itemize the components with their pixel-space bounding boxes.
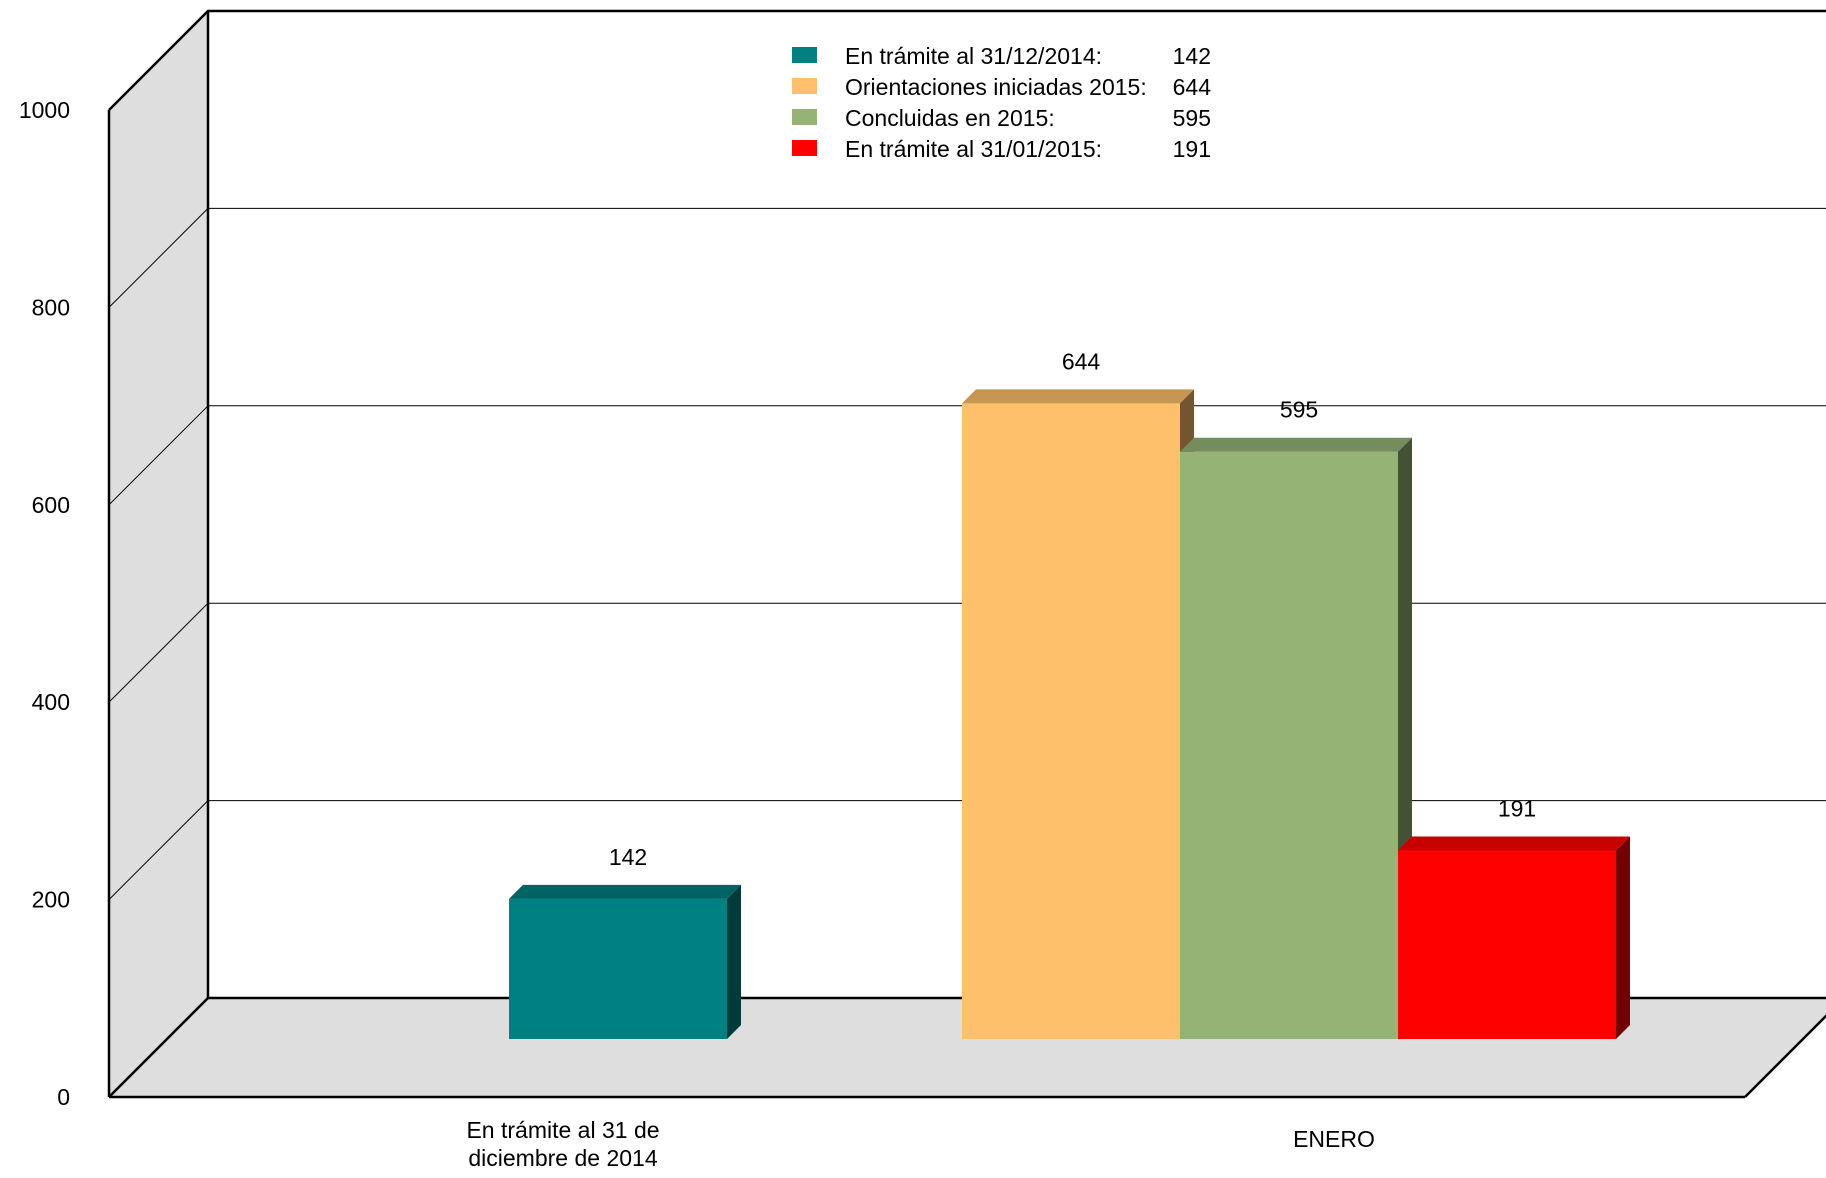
legend-swatch: [792, 47, 817, 63]
side-gridline: [108, 208, 209, 308]
legend-label: En trámite al 31/01/2015:: [845, 136, 1102, 162]
bar-top: [1180, 437, 1412, 452]
legend-swatch: [792, 109, 817, 125]
bar-value-label: 142: [609, 844, 647, 870]
bar-side: [727, 884, 741, 1039]
legend-value: 595: [1173, 105, 1211, 131]
bar[interactable]: [962, 403, 1180, 1039]
y-tick-label: 0: [57, 1084, 70, 1110]
bar-top: [1398, 836, 1630, 851]
y-tick-label: 400: [32, 689, 70, 715]
bar-value-label: 595: [1280, 397, 1318, 423]
y-tick-label: 800: [32, 294, 70, 320]
floor-right-edge: [1744, 1014, 1826, 1098]
legend-label: En trámite al 31/12/2014:: [845, 43, 1102, 69]
y-tick-label: 200: [32, 887, 70, 913]
side-gridline: [108, 800, 209, 900]
bar[interactable]: [1398, 850, 1616, 1039]
bar[interactable]: [509, 898, 727, 1039]
bar-side: [1616, 836, 1630, 1039]
floor-left-edge: [108, 997, 209, 1098]
legend-label: Concluidas en 2015:: [845, 105, 1055, 131]
legend-value: 191: [1173, 136, 1211, 162]
y-tick-label: 600: [32, 492, 70, 518]
legend-swatch: [792, 78, 817, 94]
bar[interactable]: [1180, 451, 1398, 1039]
bar-top: [962, 389, 1194, 404]
legend-label: Orientaciones iniciadas 2015:: [845, 74, 1147, 100]
bar-value-label: 644: [1062, 348, 1101, 374]
side-gridline: [108, 405, 209, 506]
y-tick-label: 1000: [19, 97, 70, 123]
side-wall: [109, 11, 208, 1097]
bar-value-label: 191: [1498, 795, 1536, 821]
legend-value: 142: [1173, 43, 1211, 69]
side-gridline: [108, 602, 209, 703]
legend-swatch: [792, 140, 817, 156]
x-category-label: ENERO: [1293, 1126, 1375, 1152]
legend-value: 644: [1173, 74, 1212, 100]
x-category-label: diciembre de 2014: [468, 1145, 657, 1171]
bar-top: [509, 884, 741, 899]
x-category-label: En trámite al 31 de: [466, 1117, 659, 1143]
